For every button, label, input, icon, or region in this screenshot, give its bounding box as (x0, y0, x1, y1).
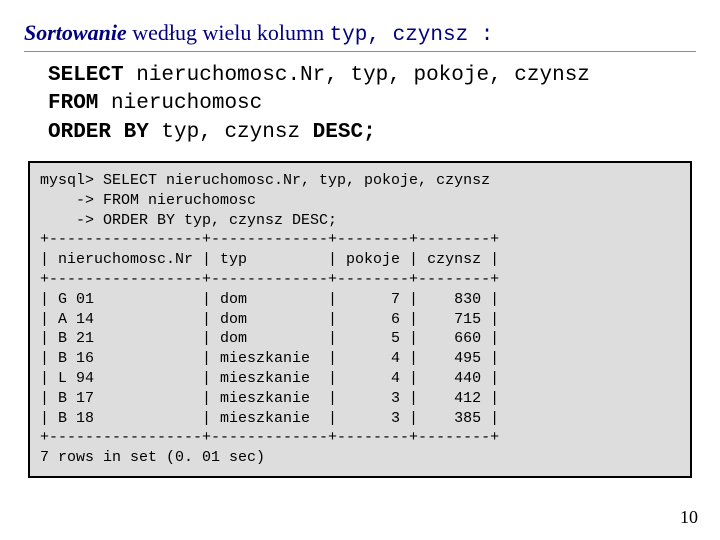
term-line: -> ORDER BY typ, czynsz DESC; (40, 212, 337, 229)
terminal-output: mysql> SELECT nieruchomosc.Nr, typ, poko… (28, 161, 692, 478)
heading-colon: : (468, 24, 493, 47)
term-line: mysql> SELECT nieruchomosc.Nr, typ, poko… (40, 172, 490, 189)
term-sep: +-----------------+-------------+-------… (40, 231, 499, 248)
term-row: | G 01 | dom | 7 | 830 | (40, 291, 499, 308)
term-sep: +-----------------+-------------+-------… (40, 429, 499, 446)
heading: Sortowanie według wielu kolumn typ, czyn… (24, 20, 696, 47)
kw-from: FROM (48, 92, 98, 115)
term-row: | B 21 | dom | 5 | 660 | (40, 330, 499, 347)
term-row: | A 14 | dom | 6 | 715 | (40, 311, 499, 328)
page-number: 10 (680, 507, 698, 528)
sql-line1-rest: nieruchomosc.Nr, typ, pokoje, czynsz (124, 64, 590, 87)
heading-mono-cols: typ, czynsz (330, 24, 469, 47)
heading-rest: według wielu kolumn (127, 20, 330, 45)
term-header: | nieruchomosc.Nr | typ | pokoje | czyns… (40, 251, 499, 268)
term-sep: +-----------------+-------------+-------… (40, 271, 499, 288)
kw-desc: DESC; (313, 121, 376, 144)
term-row: | B 16 | mieszkanie | 4 | 495 | (40, 350, 499, 367)
sql-line3-mid: typ, czynsz (149, 121, 313, 144)
term-row: | B 17 | mieszkanie | 3 | 412 | (40, 390, 499, 407)
heading-sort-word: Sortowanie (24, 20, 127, 45)
heading-underline (24, 51, 696, 52)
term-row: | L 94 | mieszkanie | 4 | 440 | (40, 370, 499, 387)
sql-line2-rest: nieruchomosc (98, 92, 262, 115)
term-row: | B 18 | mieszkanie | 3 | 385 | (40, 410, 499, 427)
term-footer: 7 rows in set (0. 01 sec) (40, 449, 265, 466)
sql-block: SELECT nieruchomosc.Nr, typ, pokoje, czy… (48, 62, 696, 147)
kw-select: SELECT (48, 64, 124, 87)
term-line: -> FROM nieruchomosc (40, 192, 256, 209)
kw-orderby: ORDER BY (48, 121, 149, 144)
